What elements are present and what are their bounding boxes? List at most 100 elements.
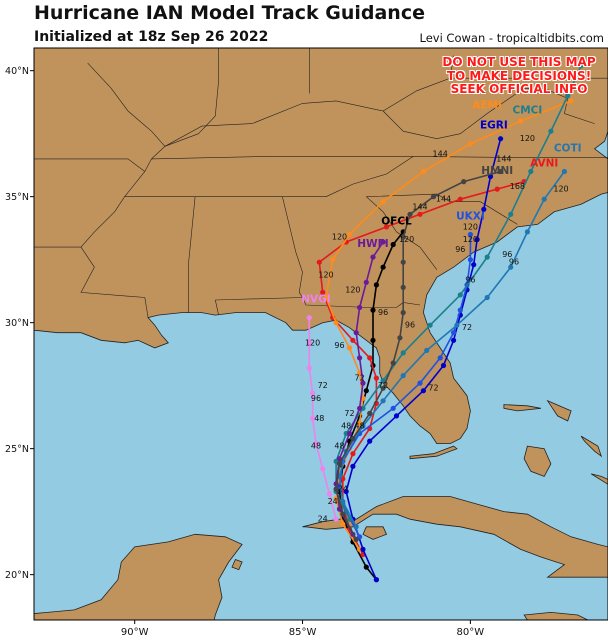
track-point-coti-12: [541, 196, 547, 202]
track-point-aemi-1: [340, 521, 346, 527]
track-point-cmci-14: [578, 63, 584, 69]
warning-line-3: SEEK OFFICIAL INFO: [450, 82, 588, 96]
track-point-hwfi-4: [346, 430, 353, 437]
al-fl-west-border: [215, 299, 219, 316]
ky-tn-border: [151, 156, 414, 160]
track-point-hmni-7: [390, 360, 396, 366]
track-point-hmni-4: [350, 436, 356, 442]
mo-il-border: [87, 62, 166, 160]
track-point-ukxi-6: [417, 380, 423, 386]
track-point-nvgi-0: [333, 516, 339, 522]
y-tick-label-1: 25°N: [5, 444, 29, 455]
track-point-cmci-7: [427, 322, 433, 328]
track-point-egri-5: [367, 438, 373, 444]
hour-label-6: 48: [355, 422, 365, 431]
hour-label-12: 72: [344, 409, 354, 418]
hour-label-19: 96: [455, 245, 465, 254]
track-name-ofcl: OFCL: [381, 215, 412, 227]
state-borders: [0, 48, 608, 320]
track-point-avni-14: [383, 224, 390, 230]
track-hour-label-ukxi-1: 120: [463, 222, 478, 231]
warning-line-2: TO MAKE DECISIONS!: [446, 68, 592, 83]
track-point-ukxi-5: [390, 405, 396, 411]
track-point-egri-14: [481, 206, 487, 212]
ky-northern-border: [164, 100, 384, 147]
track-point-coti-10: [508, 264, 514, 270]
map-frame: [33, 47, 608, 621]
hour-label-2: 24: [318, 515, 328, 524]
track-point-coti-5: [380, 398, 386, 404]
track-point-hmni-11: [400, 259, 406, 265]
sc-nc-border: [366, 193, 518, 225]
track-point-nvgi-1: [326, 491, 332, 497]
track-point-hmni-3: [336, 461, 343, 467]
track-point-hmni-12: [400, 234, 406, 240]
andros-island: [523, 445, 552, 477]
eleuthera: [580, 435, 603, 458]
track-point-nvgi-4: [310, 415, 316, 421]
track-point-hwfi-6: [360, 380, 366, 386]
isle-of-youth: [362, 526, 388, 540]
hour-label-20: 96: [502, 250, 512, 259]
track-point-hwfi-5: [357, 405, 363, 411]
track-point-nvgi-5: [310, 390, 316, 396]
track-name-hmni: HMNI: [481, 165, 513, 177]
track-point-hmni-2: [333, 486, 339, 492]
track-point-hwfi-9: [357, 304, 363, 311]
x-tick-label-1: 85°W: [289, 627, 317, 638]
ga-fl-border: [302, 297, 421, 308]
track-point-hmni-5: [367, 410, 373, 416]
track-point-ofcl-14: [390, 241, 396, 248]
al-fl-border: [215, 297, 303, 301]
track-point-ukxi-9: [457, 307, 463, 313]
sabine-border: [0, 247, 14, 320]
track-point-egri-4: [350, 463, 356, 469]
track-point-coti-13: [561, 168, 568, 175]
track-point-avni-12: [316, 259, 322, 265]
hour-label-16: 96: [378, 308, 388, 317]
track-point-nvgi-7: [306, 340, 312, 346]
track-point-egri-16: [498, 136, 504, 142]
model-tracks: [306, 63, 584, 583]
track-hour-label-avni-2: 120: [318, 270, 333, 279]
hour-label-0: 24: [328, 497, 338, 506]
credit: Levi Cowan - tropicaltidbits.com: [419, 31, 605, 45]
track-point-ukxi-12: [467, 231, 473, 238]
track-point-egri-0: [373, 577, 379, 583]
track-point-egri-7: [420, 388, 426, 394]
track-point-aemi-14: [420, 168, 426, 175]
track-point-ofcl-12: [373, 282, 379, 288]
florida-keys: [409, 445, 458, 460]
track-hour-label-coti-2: 120: [553, 185, 568, 194]
cozumel: [231, 558, 243, 571]
x-tick-label-0: 90°W: [121, 627, 149, 638]
track-point-avni-16: [457, 196, 463, 202]
track-point-egri-9: [451, 337, 457, 343]
track-point-avni-17: [494, 186, 500, 192]
hour-label-13: 72: [318, 381, 328, 390]
init-time: Initialized at 18z Sep 26 2022: [34, 29, 269, 45]
y-tick-label-3: 35°N: [5, 192, 29, 203]
track-point-hmni-0: [353, 536, 359, 543]
yucatan-land: [34, 533, 243, 620]
track-point-cmci-12: [548, 128, 554, 134]
cuba-land: [302, 496, 608, 578]
track-point-hmni-15: [461, 179, 467, 185]
track-point-aemi-15: [467, 141, 473, 147]
track-point-avni-8: [367, 355, 373, 361]
track-point-aemi-12: [346, 231, 353, 238]
track-point-hmni-10: [400, 284, 406, 290]
track-name-hwfi: HWFI: [357, 238, 388, 250]
track-point-egri-6: [393, 413, 400, 419]
track-point-egri-12: [471, 262, 477, 268]
hour-label-3: 48: [334, 442, 344, 451]
track-point-coti-0: [353, 524, 359, 530]
y-tick-label-2: 30°N: [5, 318, 29, 329]
track-point-ofcl-13: [380, 264, 386, 270]
great-abaco: [546, 399, 572, 422]
il-in-border: [198, 48, 219, 134]
track-point-coti-7: [424, 347, 430, 353]
track-point-hmni-8: [397, 335, 403, 341]
track-hour-label-hmni-2: 144: [436, 195, 451, 204]
